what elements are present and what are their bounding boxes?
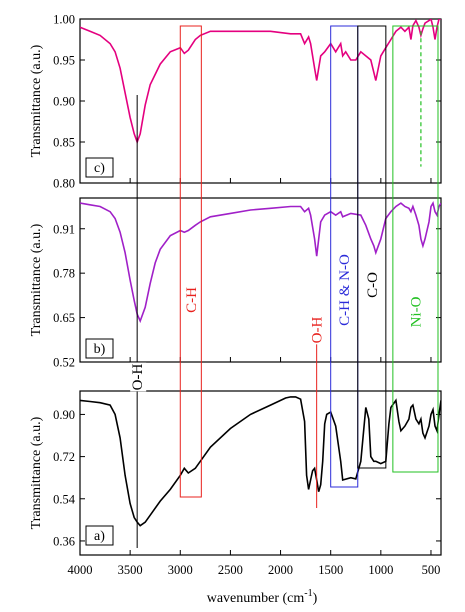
x-axis-title: wavenumber (cm-1): [207, 588, 318, 606]
series-line-b: [80, 200, 441, 324]
series-line-a: [80, 396, 441, 527]
annotation-box: [357, 25, 387, 469]
panel-tag-a: a): [85, 525, 114, 546]
tick-labels: 0.80 0.85 0.90 0.95 1.00 0.52 0.65 0.78 0.91 0.36…: [53, 13, 440, 578]
y-tick-label-b: 0.52: [53, 356, 75, 370]
annotation-label: Ni-O: [408, 296, 424, 327]
x-tick-label: 500: [422, 563, 441, 577]
y-tick-label-a: 0.36: [53, 534, 75, 548]
x-tick-label: 2500: [218, 563, 243, 577]
annotation-label: C-H & N-O: [337, 254, 353, 326]
annotation-label-bg: [364, 270, 381, 299]
series-line-c: [80, 19, 441, 145]
y-tick-label-a: 0.72: [53, 450, 75, 464]
annotation-label: C-H: [184, 287, 200, 313]
y-tick-label-a: 0.54: [53, 492, 76, 506]
panel-tag-c: c): [85, 157, 114, 178]
panel-a-frame: [79, 390, 442, 556]
y-axis-title-a: Transmittance (a.u.): [29, 416, 44, 529]
x-tick-label: 3500: [118, 563, 143, 577]
annotation-label: O-H: [130, 364, 146, 391]
panel-tag-b: b): [85, 338, 114, 359]
y-tick-label-b: 0.78: [53, 267, 75, 281]
y-tick-label-c: 0.85: [53, 136, 75, 150]
axis-ticks: [79, 18, 441, 555]
y-tick-label-b: 0.91: [53, 222, 75, 236]
x-tick-label: 1000: [368, 563, 393, 577]
band-annotations: O-H C-H O-H C-H & N-O C-O Ni-O: [130, 25, 439, 548]
annotation-label-bg: [130, 362, 147, 392]
y-tick-label-a: 0.90: [53, 408, 75, 422]
panel-c-frame: [79, 18, 442, 184]
annotation-box: [179, 25, 202, 498]
annotation-label: C-O: [365, 272, 381, 298]
x-tick-label: 4000: [68, 563, 93, 577]
annotation-label-bg: [337, 253, 354, 327]
svg-text:a): a): [94, 529, 105, 544]
y-axis-title-b: Transmittance (a.u.): [29, 223, 44, 336]
annotation-label: O-H: [310, 317, 326, 344]
annotation-label-bg: [408, 295, 425, 329]
annotation-box: [392, 25, 439, 473]
y-tick-label-b: 0.65: [53, 311, 75, 325]
y-tick-label-c: 1.00: [53, 13, 75, 27]
panel-b-frame: [79, 197, 442, 363]
annotation-label-bg: [183, 285, 200, 314]
annotation-label-bg: [309, 315, 326, 345]
x-tick-label: 2000: [268, 563, 293, 577]
x-tick-label: 3000: [168, 563, 193, 577]
y-tick-label-c: 0.95: [53, 54, 75, 68]
svg-text:c): c): [94, 161, 105, 176]
y-tick-label-c: 0.90: [53, 95, 75, 109]
y-axis-title-c: Transmittance (a.u.): [29, 44, 44, 157]
x-tick-label: 1500: [318, 563, 343, 577]
y-tick-label-c: 0.80: [53, 177, 75, 191]
svg-text:b): b): [94, 342, 106, 357]
